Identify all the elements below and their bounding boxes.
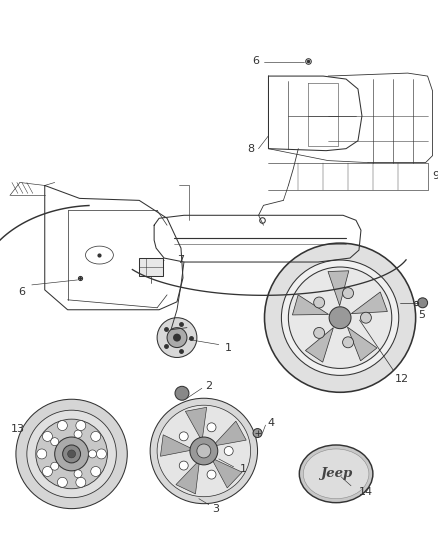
Text: 5: 5 xyxy=(418,310,425,320)
Polygon shape xyxy=(176,460,200,494)
Text: 6: 6 xyxy=(252,56,259,66)
Text: 2: 2 xyxy=(205,381,212,391)
Ellipse shape xyxy=(281,260,399,375)
Ellipse shape xyxy=(91,466,101,477)
Circle shape xyxy=(314,297,325,308)
Circle shape xyxy=(51,438,59,446)
Circle shape xyxy=(167,328,187,348)
Polygon shape xyxy=(211,458,242,488)
Text: 14: 14 xyxy=(359,487,373,497)
Circle shape xyxy=(207,423,216,432)
Circle shape xyxy=(418,298,427,308)
Ellipse shape xyxy=(76,478,86,487)
Circle shape xyxy=(74,470,82,478)
Circle shape xyxy=(343,288,353,298)
Text: 6: 6 xyxy=(18,287,25,297)
Text: 9: 9 xyxy=(432,171,438,181)
Circle shape xyxy=(190,437,218,465)
Ellipse shape xyxy=(288,267,392,368)
Polygon shape xyxy=(351,292,387,313)
Text: 3: 3 xyxy=(212,504,219,514)
Ellipse shape xyxy=(27,410,117,498)
Ellipse shape xyxy=(150,398,258,504)
Circle shape xyxy=(179,432,188,441)
Ellipse shape xyxy=(265,243,416,392)
Polygon shape xyxy=(160,435,194,456)
Circle shape xyxy=(207,470,216,479)
Polygon shape xyxy=(185,407,207,441)
Polygon shape xyxy=(347,327,377,361)
Ellipse shape xyxy=(37,449,47,459)
Circle shape xyxy=(314,327,325,338)
Text: 1: 1 xyxy=(240,464,247,474)
Circle shape xyxy=(175,386,189,400)
Ellipse shape xyxy=(96,449,106,459)
Circle shape xyxy=(157,318,197,358)
Circle shape xyxy=(329,307,351,329)
Circle shape xyxy=(55,437,88,471)
Circle shape xyxy=(343,337,353,348)
Circle shape xyxy=(67,450,76,458)
Text: 13: 13 xyxy=(11,424,25,434)
Text: Jeep: Jeep xyxy=(320,467,352,480)
Bar xyxy=(139,258,163,276)
Ellipse shape xyxy=(57,478,67,487)
Polygon shape xyxy=(305,328,333,362)
Text: 12: 12 xyxy=(395,374,409,384)
Ellipse shape xyxy=(57,421,67,431)
Ellipse shape xyxy=(16,399,127,508)
Polygon shape xyxy=(293,295,328,315)
Polygon shape xyxy=(212,421,246,446)
Polygon shape xyxy=(328,271,349,306)
Ellipse shape xyxy=(157,405,251,497)
Ellipse shape xyxy=(42,431,53,441)
Circle shape xyxy=(253,429,262,438)
Ellipse shape xyxy=(76,421,86,431)
Ellipse shape xyxy=(303,449,369,499)
Circle shape xyxy=(74,430,82,438)
Ellipse shape xyxy=(299,445,373,503)
Circle shape xyxy=(224,447,233,455)
Circle shape xyxy=(173,334,181,342)
Text: 7: 7 xyxy=(177,255,184,265)
Circle shape xyxy=(51,462,59,470)
Circle shape xyxy=(197,444,211,458)
Ellipse shape xyxy=(42,466,53,477)
Ellipse shape xyxy=(36,419,107,489)
Circle shape xyxy=(179,461,188,470)
Ellipse shape xyxy=(91,431,101,441)
Text: 4: 4 xyxy=(268,418,275,428)
Text: 8: 8 xyxy=(247,144,254,154)
Circle shape xyxy=(63,445,81,463)
Circle shape xyxy=(360,312,371,323)
Text: 1: 1 xyxy=(225,343,232,352)
Circle shape xyxy=(88,450,96,458)
